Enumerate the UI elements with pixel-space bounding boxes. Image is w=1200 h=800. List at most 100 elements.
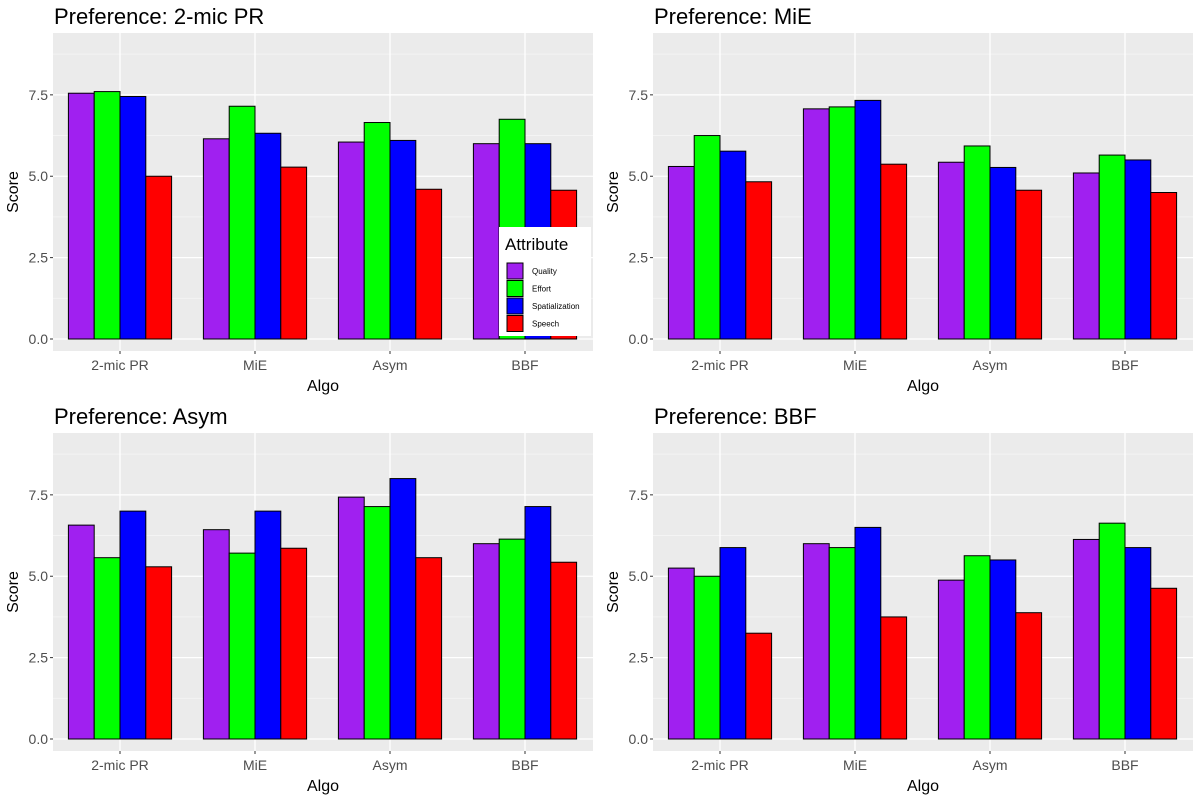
x-tick-label: BBF — [511, 757, 538, 773]
bar-speech-2-mic-pr — [745, 181, 773, 340]
bar-speech-2-mic-pr — [145, 566, 173, 740]
bar-spatialization-mie — [254, 132, 282, 340]
bar-effort-mie — [228, 105, 256, 340]
x-tick-label: MiE — [843, 757, 867, 773]
bar-quality-mie — [802, 543, 830, 740]
bar-effort-2-mic-pr — [693, 135, 721, 340]
bar-spatialization-asym — [989, 166, 1017, 340]
bar-quality-asym — [337, 141, 365, 340]
bar-speech-2-mic-pr — [145, 175, 173, 340]
bar-speech-bbf — [1150, 587, 1178, 740]
x-tick-label: MiE — [243, 757, 267, 773]
bar-quality-bbf — [1072, 172, 1100, 340]
bar-quality-mie — [802, 108, 830, 340]
legend-swatch-effort — [506, 280, 524, 297]
y-tick-label: 7.5 — [29, 87, 49, 103]
bar-speech-asym — [415, 188, 443, 340]
bar-quality-2-mic-pr — [667, 567, 695, 740]
bar-effort-asym — [963, 555, 991, 740]
y-axis-title: Score — [5, 571, 22, 613]
chart-title: Preference: MiE — [654, 4, 812, 29]
x-tick-label: 2-mic PR — [691, 757, 749, 773]
bar-speech-asym — [1015, 612, 1043, 740]
bar-spatialization-asym — [389, 139, 417, 340]
legend-label-effort: Effort — [532, 285, 552, 294]
legend-swatch-spatialization — [506, 297, 524, 315]
y-tick-label: 5.0 — [29, 168, 49, 184]
bar-effort-bbf — [1098, 522, 1126, 740]
y-axis-title: Score — [605, 171, 622, 213]
bar-spatialization-mie — [854, 99, 882, 340]
x-tick-label: 2-mic PR — [91, 757, 149, 773]
y-tick-label: 2.5 — [629, 650, 649, 666]
chart-title: Preference: Asym — [54, 404, 228, 429]
bar-quality-2-mic-pr — [667, 165, 695, 340]
legend-label-speech: Speech — [532, 320, 559, 329]
y-tick-label: 2.5 — [29, 250, 49, 266]
bar-effort-mie — [828, 547, 856, 740]
y-axis-title: Score — [5, 171, 22, 213]
bar-quality-2-mic-pr — [67, 92, 95, 340]
bar-spatialization-2-mic-pr — [119, 95, 147, 340]
legend-swatch-quality — [506, 262, 524, 280]
x-axis-title: Algo — [307, 778, 339, 795]
bar-quality-asym — [937, 161, 965, 340]
x-axis-title: Algo — [907, 378, 939, 395]
bar-effort-2-mic-pr — [693, 575, 721, 740]
bar-spatialization-mie — [854, 526, 882, 740]
legend-title: Attribute — [505, 235, 568, 254]
bar-effort-bbf — [498, 538, 526, 740]
bar-speech-mie — [880, 616, 908, 740]
bar-spatialization-2-mic-pr — [719, 547, 747, 740]
chart-panel: 0.0 2.5 5.0 7.5 2-mic PR MiE Asym BBF Algo Score P… — [605, 404, 1193, 795]
bar-effort-asym — [963, 145, 991, 340]
bar-spatialization-asym — [989, 559, 1017, 740]
x-tick-label: BBF — [511, 357, 538, 373]
chart-title: Preference: BBF — [654, 404, 817, 429]
chart-title: Preference: 2-mic PR — [54, 4, 264, 29]
y-tick-label: 2.5 — [29, 650, 49, 666]
bar-quality-bbf — [472, 543, 500, 740]
bar-effort-bbf — [1098, 154, 1126, 340]
x-axis-title: Algo — [907, 778, 939, 795]
x-tick-label: Asym — [973, 357, 1008, 373]
y-tick-label: 7.5 — [29, 487, 49, 503]
y-tick-label: 0.0 — [29, 731, 49, 747]
x-tick-label: Asym — [373, 757, 408, 773]
y-tick-label: 5.0 — [29, 568, 49, 584]
bar-speech-asym — [415, 557, 443, 740]
legend-swatch-speech — [506, 315, 524, 332]
bar-quality-mie — [202, 529, 230, 740]
legend: Attribute Quality Effort Spatialization Spee… — [499, 227, 591, 336]
bar-quality-2-mic-pr — [67, 524, 95, 740]
x-tick-label: BBF — [1111, 357, 1138, 373]
bar-speech-bbf — [550, 561, 578, 740]
bar-effort-mie — [828, 106, 856, 340]
chart-panel: 0.0 2.5 5.0 7.5 2-mic PR MiE Asym BBF Algo Score P… — [605, 4, 1193, 395]
bar-spatialization-bbf — [1124, 547, 1152, 740]
bar-effort-asym — [363, 506, 391, 740]
y-tick-label: 7.5 — [629, 87, 649, 103]
legend-label-quality: Quality — [532, 267, 557, 276]
bar-quality-asym — [937, 579, 965, 740]
x-tick-label: Asym — [973, 757, 1008, 773]
x-axis-title: Algo — [307, 378, 339, 395]
y-axis-title: Score — [605, 571, 622, 613]
x-tick-label: 2-mic PR — [691, 357, 749, 373]
legend-label-spatialization: Spatialization — [532, 302, 580, 311]
bar-quality-bbf — [472, 143, 500, 340]
bar-effort-2-mic-pr — [93, 91, 121, 340]
x-tick-label: MiE — [843, 357, 867, 373]
bar-spatialization-asym — [389, 478, 417, 740]
bar-quality-bbf — [1072, 538, 1100, 740]
bar-speech-bbf — [1150, 192, 1178, 340]
x-tick-label: MiE — [243, 357, 267, 373]
bar-quality-asym — [337, 496, 365, 740]
bar-spatialization-2-mic-pr — [719, 150, 747, 340]
bar-effort-asym — [363, 122, 391, 340]
chart-panel: 0.0 2.5 5.0 7.5 2-mic PR MiE Asym BBF Algo Score P… — [5, 404, 593, 795]
bar-effort-mie — [228, 552, 256, 740]
bar-quality-mie — [202, 138, 230, 340]
